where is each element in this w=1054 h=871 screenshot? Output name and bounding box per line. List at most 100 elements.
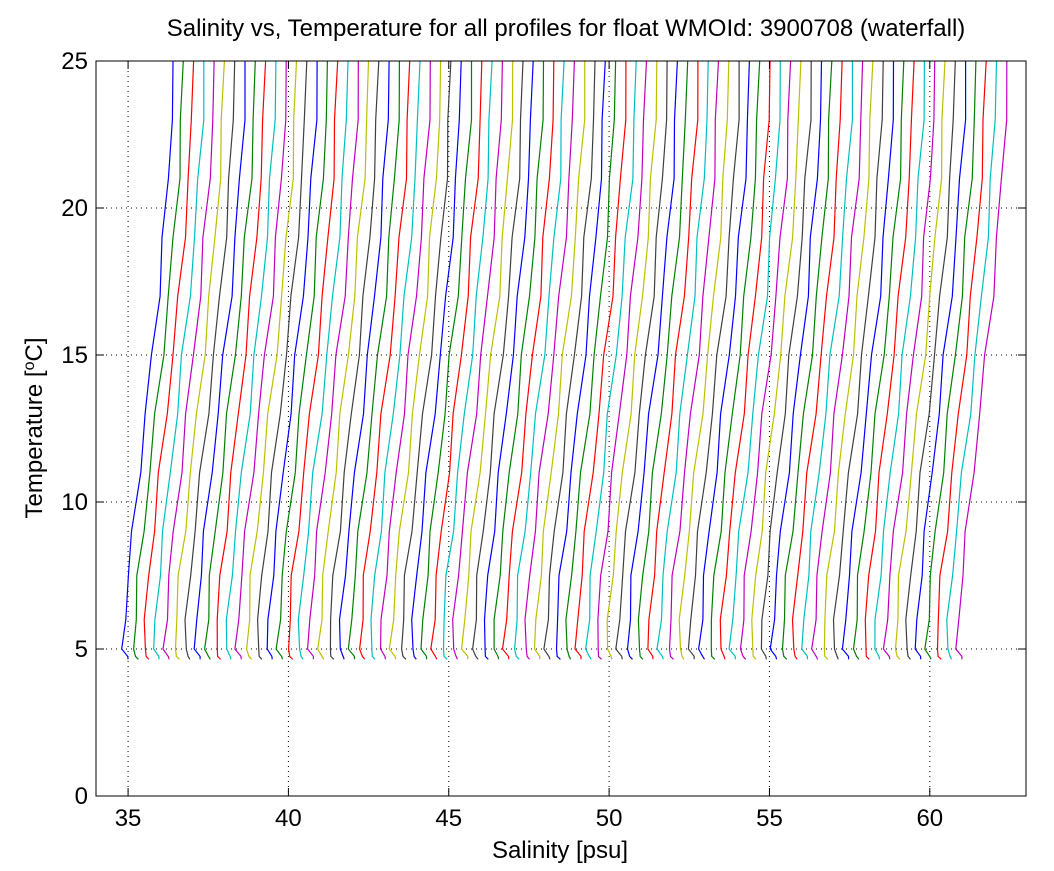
profile-series-line [946,60,998,660]
profile-series-line [442,60,493,660]
profile-series-line [256,60,308,660]
profile-series-line [615,60,668,660]
profile-series-line [358,60,411,660]
profile-series-line [678,60,730,660]
profile-series-line [687,61,740,660]
profile-series-line [811,60,864,660]
profile-series-line [781,60,833,660]
profile-series-line [452,60,503,660]
profile-series-line [791,60,843,660]
x-tick-label: 40 [275,805,302,832]
y-tick-label: 20 [61,195,88,222]
profile-series-line [306,60,359,660]
profile-series-line [555,60,606,660]
y-axis-label-main: Temperature [ [21,370,48,518]
profile-series-line [524,60,575,660]
profile-series-line [760,60,812,660]
profile-series-line [162,60,215,660]
profile-series-line [841,60,895,660]
profile-series-line [174,60,225,660]
profile-series-line [719,60,771,660]
profile-series-line [894,60,946,660]
profile-series-line [287,60,339,660]
profile-series-line [924,60,977,660]
y-tick-label: 25 [61,48,88,75]
profile-series-line [647,60,699,660]
profile-series-line [184,60,236,660]
profile-series-line [656,60,709,660]
profile-series-line [430,60,483,660]
profile-series-line [936,60,987,660]
profile-series-line [728,60,781,660]
profile-series-line [637,60,689,660]
profile-series-line [493,60,545,660]
profile-series-line [905,60,956,660]
profile-series-line [275,60,328,660]
profile-series-line [153,61,205,660]
profile-series-line [852,60,905,660]
profile-series-line [832,60,884,660]
profile-series-line [739,60,792,660]
y-axis-label: Temperature [oC] [21,338,49,519]
profile-series-line [471,60,524,660]
profile-series-line [565,60,617,660]
profile-series-line [543,60,596,660]
profile-series-line [769,60,823,660]
profile-series-line [132,60,184,660]
y-axis-label-sup: o [21,361,38,370]
x-axis: 35 40 45 50 55 60 [115,61,943,832]
profile-series-line [882,60,936,660]
profile-series-line [234,60,287,660]
chart-title: Salinity vs, Temperature for all profile… [167,15,966,42]
profile-series-line [297,60,349,660]
profile-series-line [584,60,637,660]
x-tick-label: 60 [916,805,943,832]
profile-series-line [697,60,750,660]
y-tick-label: 10 [61,489,88,516]
profile-series-line [388,60,442,660]
profile-series-line [121,60,174,660]
profile-series-line [460,60,514,660]
profile-series-line [801,61,854,660]
profile-series-line [193,61,246,660]
profile-series-line [606,60,658,660]
profile-series-line [420,61,473,660]
profile-series-line [483,60,534,660]
x-tick-label: 55 [756,805,783,832]
profile-series-line [533,61,586,660]
x-tick-label: 35 [115,805,142,832]
profile-series-line [626,60,678,660]
profile-series-line [370,60,421,660]
profile-series-line [914,61,967,660]
profile-series-line [710,60,761,660]
profile-series-line [338,60,390,660]
profile-series-line [400,60,452,660]
profile-series-line [955,60,1008,660]
x-tick-label: 45 [435,805,462,832]
profile-series-line [245,60,298,660]
profile-series-line [329,60,380,660]
profile-series-line [574,60,627,660]
profile-series-line [823,60,874,660]
profile-series-line [266,60,318,660]
profile-series-line [216,60,267,660]
x-axis-label: Salinity [psu] [492,837,628,864]
plot-frame [95,60,1027,797]
profile-series-line [411,60,462,660]
profile-series-line [501,60,555,660]
y-tick-label: 5 [75,636,88,663]
profile-series-line [203,60,256,660]
profile-series-line [597,60,648,660]
y-tick-label: 0 [75,783,88,810]
profile-series-line [874,60,926,660]
y-tick-label: 15 [61,342,88,369]
profile-series-line [225,60,277,660]
profile-series-line [317,60,370,660]
x-tick-label: 50 [596,805,623,832]
y-axis: 0 5 10 15 20 25 [61,48,1026,810]
series-group [121,60,1008,660]
profile-series-line [143,60,195,660]
profile-series-line [668,60,720,660]
profile-series-line [864,60,915,660]
